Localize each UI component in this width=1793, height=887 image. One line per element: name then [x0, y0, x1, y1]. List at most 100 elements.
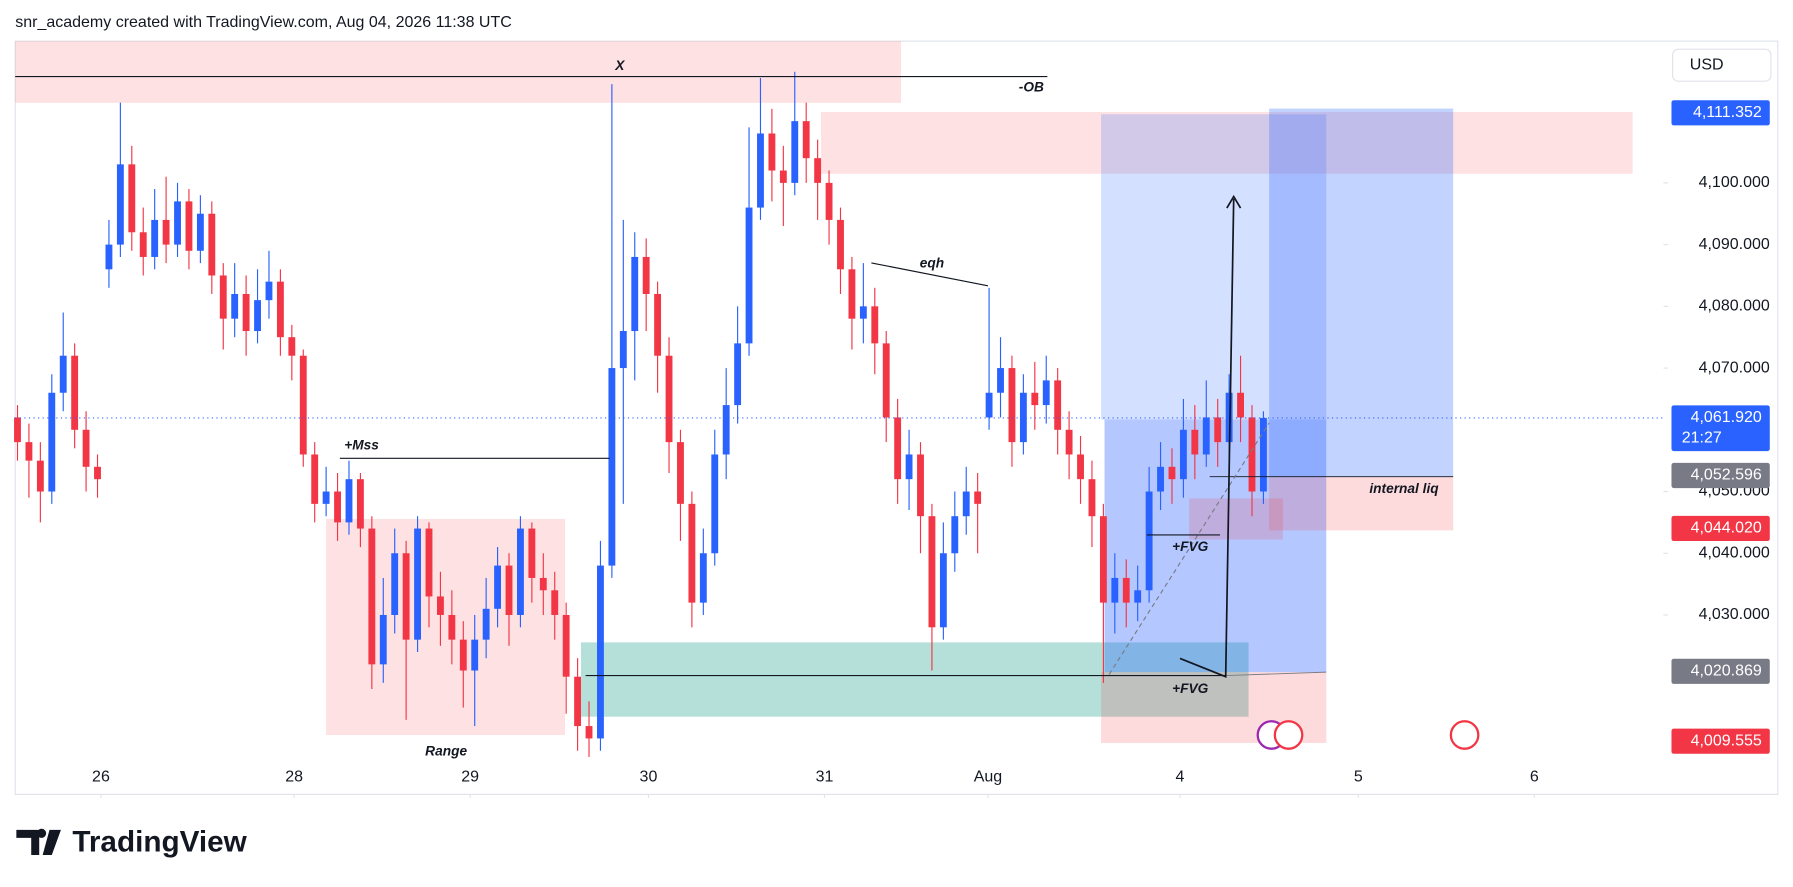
candle-body: [1259, 417, 1267, 492]
candle-body: [1099, 516, 1107, 603]
candle-body: [859, 306, 867, 319]
candle-body: [734, 343, 742, 406]
candle-body: [802, 121, 810, 159]
candle-body: [14, 417, 21, 443]
x-tick-label: 6: [1530, 768, 1539, 785]
y-tick-label: 4,080.000: [1699, 298, 1770, 315]
candle-body: [71, 355, 79, 430]
price-label: 4,009.555: [1691, 732, 1762, 749]
price-label: 4,020.869: [1691, 663, 1762, 680]
long-entry: [1104, 419, 1327, 673]
annotation: eqh: [920, 256, 944, 271]
candle-body: [814, 158, 822, 183]
currency-button[interactable]: [1672, 48, 1772, 82]
candle-body: [1179, 429, 1187, 480]
candle-body: [254, 300, 261, 332]
candle-body: [1225, 392, 1233, 443]
header: snr_academy created with TradingView.com…: [15, 14, 512, 31]
candle-body: [185, 201, 193, 251]
candle-body: [1214, 417, 1222, 443]
arrow-head: [1226, 194, 1242, 209]
candle-body: [882, 343, 890, 418]
x-tick-label: 30: [640, 768, 658, 785]
candle-body: [436, 596, 444, 615]
candle-body: [779, 170, 787, 183]
supply-zone: [821, 112, 1633, 174]
price-label: 4,052.596: [1691, 467, 1762, 484]
candle-body: [174, 201, 181, 245]
dashed-line: [1108, 422, 1270, 675]
candle-body: [528, 528, 536, 578]
candle-body: [1191, 429, 1199, 455]
candle-body: [711, 454, 719, 554]
candles: [14, 71, 1664, 757]
candle-body: [551, 590, 559, 615]
annotation: +FVG: [1172, 539, 1209, 554]
y-tick-label: 4,100.000: [1699, 174, 1770, 191]
candle-body: [276, 281, 284, 338]
candle-body: [848, 269, 856, 319]
candle-body: [665, 355, 673, 443]
price-label-box: [1671, 658, 1770, 684]
candle-body: [677, 442, 684, 504]
candle-body: [128, 164, 136, 233]
candle-body: [768, 133, 776, 171]
arrow: [1179, 198, 1235, 678]
candle-body: [82, 429, 90, 467]
candle-body: [1202, 417, 1210, 455]
candle-body: [894, 417, 902, 480]
long-stop-2: [1269, 476, 1454, 531]
candle-body: [471, 639, 479, 671]
candle-body: [722, 405, 730, 455]
candle-body: [928, 516, 936, 628]
candle-body: [745, 207, 753, 344]
candle-body: [1111, 577, 1119, 603]
candle-body: [208, 213, 216, 276]
candle-body: [1248, 417, 1256, 492]
candle-body: [1042, 380, 1050, 406]
candle-body: [871, 306, 879, 344]
currency: USD: [1690, 56, 1724, 73]
candle-body: [1145, 491, 1153, 591]
candle-body: [139, 232, 147, 257]
x-tick-label: 4: [1176, 768, 1185, 785]
stop-line: [1225, 671, 1327, 676]
candle-body: [1019, 392, 1027, 443]
range-zone: [326, 518, 566, 735]
event-icon[interactable]: [1449, 720, 1480, 750]
x-tick-label: 31: [816, 768, 834, 785]
candle-body: [791, 121, 799, 183]
annotation: +FVG: [1172, 681, 1209, 696]
candle-body: [597, 565, 604, 739]
candle-body: [322, 491, 330, 504]
long-target: [1101, 114, 1327, 420]
candle-body: [505, 565, 513, 615]
candle-body: [196, 213, 204, 251]
ob-zone: [15, 41, 902, 103]
candle-body: [631, 256, 639, 332]
candle-body: [757, 133, 764, 208]
candle-body: [997, 368, 1004, 393]
candle-body: [1054, 380, 1062, 430]
candle-body: [585, 726, 593, 739]
candle-body: [539, 577, 547, 591]
axes: 26 28 29 30 31 Aug 4 5 64,030.0004,040.0004,050.…: [92, 100, 1770, 798]
eqh-line: [871, 262, 989, 287]
candle-body: [517, 528, 524, 615]
candle-body: [608, 368, 616, 566]
y-tick-label: 4,070.000: [1699, 359, 1770, 376]
candle-body: [94, 466, 101, 480]
candle-body: [985, 392, 993, 418]
candle-body: [345, 479, 353, 523]
candle-body: [288, 337, 296, 356]
fvg-box: [1189, 498, 1283, 540]
countdown: 21:27: [1682, 430, 1722, 447]
annotation: Range: [425, 744, 467, 759]
x-tick-label: 29: [461, 768, 479, 785]
logo: TradingView: [72, 825, 247, 858]
candle-body: [162, 219, 170, 245]
candle-body: [414, 528, 421, 640]
event-icon[interactable]: [1273, 720, 1304, 750]
candle-body: [1031, 392, 1039, 406]
